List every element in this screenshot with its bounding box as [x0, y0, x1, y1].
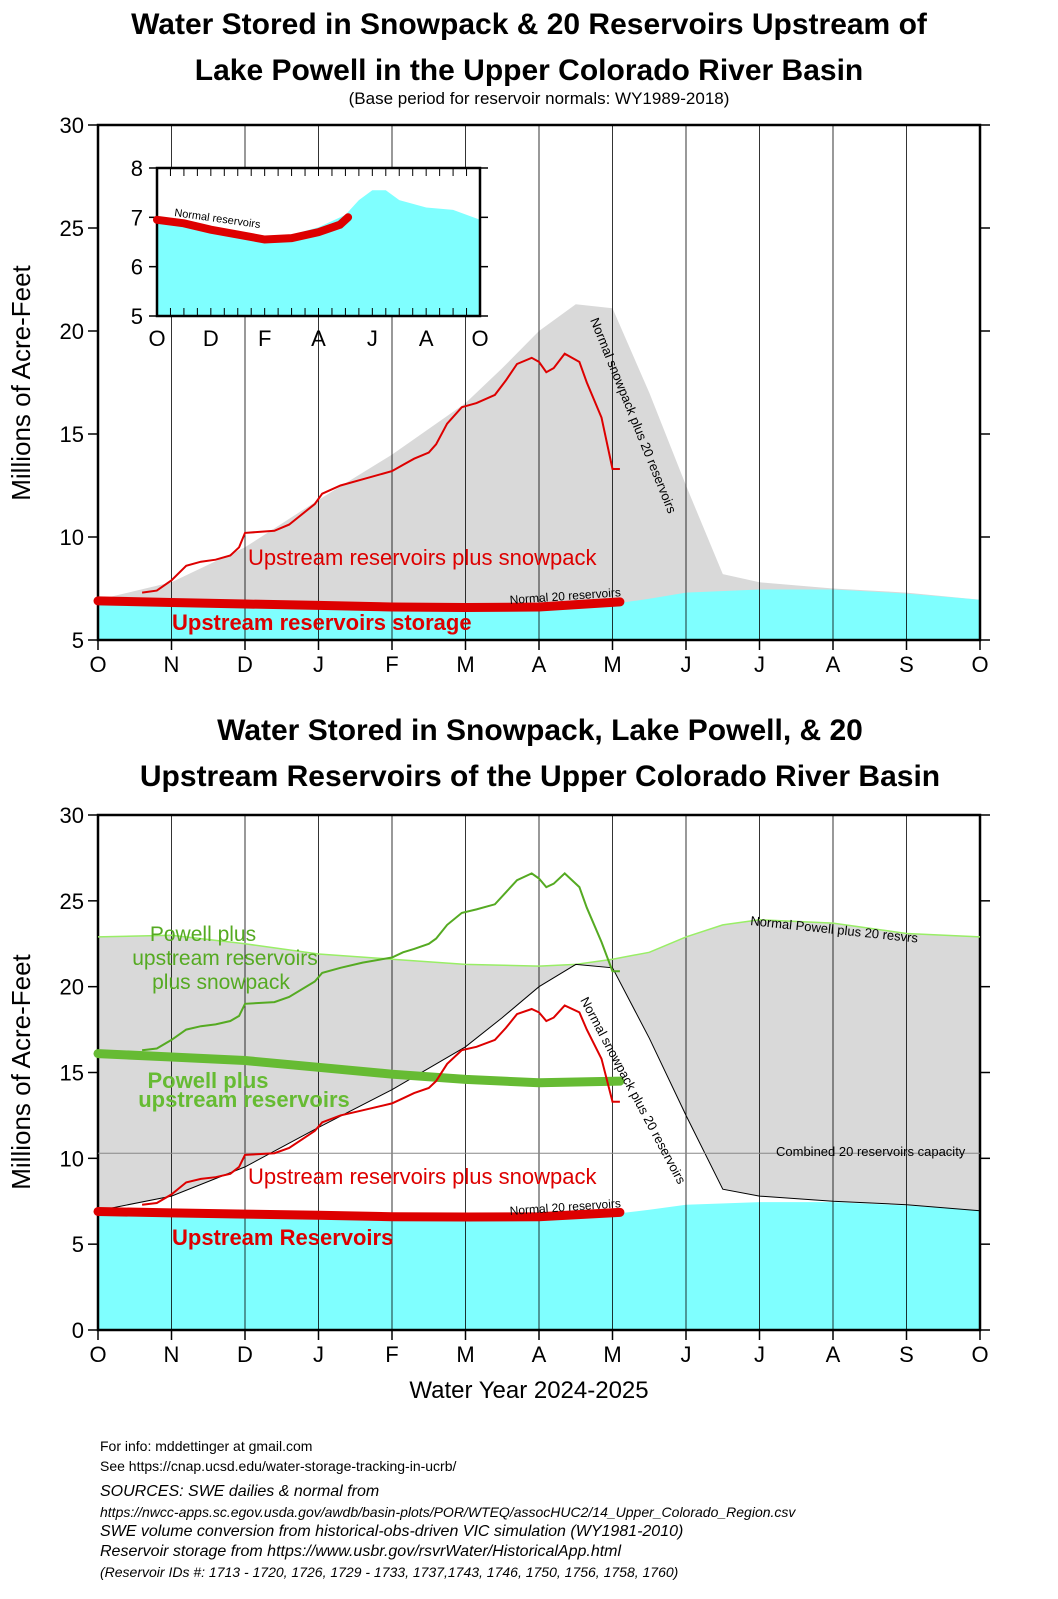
normal-powell-outline: [97, 918, 981, 967]
y-tick-label: 15: [60, 1061, 84, 1086]
annotation-powell-plus-snowpack-3: plus snowpack: [152, 971, 290, 994]
chart-2-x-axis-label: Water Year 2024-2025: [409, 1377, 648, 1404]
x-tick-label: J: [754, 1342, 765, 1367]
inset-x-tick-label: J: [367, 326, 378, 351]
annotation-powell-plus-reservoirs-2: upstream reservoirs: [138, 1087, 350, 1112]
x-tick-label: O: [89, 1342, 106, 1367]
footer-swe-url: https://nwcc-apps.sc.egov.usda.gov/awdb/…: [100, 1504, 796, 1520]
inset-y-tick-label: 5: [131, 304, 143, 329]
footer-reservoir-ids: (Reservoir IDs #: 1713 - 1720, 1726, 172…: [100, 1564, 679, 1580]
x-tick-label: J: [681, 1342, 692, 1367]
x-tick-label: A: [532, 652, 547, 677]
y-tick-label: 20: [60, 319, 84, 344]
y-tick-label: 15: [60, 422, 84, 447]
y-tick-label: 25: [60, 889, 84, 914]
x-tick-label: M: [456, 652, 474, 677]
footer-sources: SOURCES: SWE dailies & normal from: [100, 1483, 380, 1500]
reservoirs-storage-line: [93, 1207, 625, 1222]
x-tick-label: M: [603, 1342, 621, 1367]
inset-y-tick-label: 8: [131, 156, 143, 181]
inset-y-tick-label: 6: [131, 255, 143, 280]
footer-info: For info: mddettinger at gmail.com: [100, 1438, 313, 1454]
chart-2-title-line2: Upstream Reservoirs of the Upper Colorad…: [140, 760, 940, 793]
x-tick-label: M: [603, 652, 621, 677]
annotation-powell-plus-snowpack-2: upstream reservoirs: [132, 947, 318, 970]
x-tick-label: F: [385, 1342, 398, 1367]
y-tick-label: 5: [72, 628, 84, 653]
inset-x-tick-label: D: [203, 326, 219, 351]
annotation-powell-plus-reservoirs-1: Powell plus: [147, 1068, 268, 1093]
chart-1: Water Stored in Snowpack & 20 Reservoirs…: [6, 8, 990, 677]
chart-2: Water Stored in Snowpack, Lake Powell, &…: [6, 714, 990, 1404]
footer-reservoir-source: Reservoir storage from https://www.usbr.…: [100, 1543, 622, 1560]
annotation-reservoirs-plus-snowpack: Upstream reservoirs plus snowpack: [248, 545, 597, 570]
x-tick-label: J: [313, 1342, 324, 1367]
y-tick-label: 10: [60, 1146, 84, 1171]
reservoirs-storage-line: [93, 596, 625, 613]
chart-1-y-axis-label: Millions of Acre-Feet: [6, 264, 36, 500]
chart-1-title: Water Stored in Snowpack & 20 Reservoirs…: [131, 8, 928, 41]
x-tick-label: J: [754, 652, 765, 677]
inset-x-tick-label: A: [311, 326, 326, 351]
x-tick-label: S: [899, 1342, 914, 1367]
y-tick-label: 10: [60, 525, 84, 550]
x-tick-label: J: [681, 652, 692, 677]
footer-swe-conversion: SWE volume conversion from historical-ob…: [100, 1523, 684, 1540]
y-tick-label: 0: [72, 1318, 84, 1343]
normal-snowpack-outline: [97, 963, 981, 1212]
x-tick-label: D: [237, 1342, 253, 1367]
x-tick-label: F: [385, 652, 398, 677]
x-tick-label: O: [89, 652, 106, 677]
x-tick-label: A: [532, 1342, 547, 1367]
y-tick-label: 20: [60, 975, 84, 1000]
chart-1-title-line2: Lake Powell in the Upper Colorado River …: [195, 54, 863, 87]
footer-see: See https://cnap.ucsd.edu/water-storage-…: [100, 1458, 457, 1474]
footer: For info: mddettinger at gmail.com See h…: [100, 1436, 1050, 1582]
chart-2-title: Water Stored in Snowpack, Lake Powell, &…: [217, 714, 863, 747]
x-tick-label: N: [164, 1342, 180, 1367]
annotation-powell-plus-snowpack-1: Powell plus: [150, 923, 256, 946]
x-tick-label: S: [899, 652, 914, 677]
inset-x-tick-label: A: [419, 326, 434, 351]
reservoirs-plus-snowpack-line: [141, 1004, 620, 1206]
y-tick-label: 30: [60, 113, 84, 138]
x-tick-label: D: [237, 652, 253, 677]
y-tick-label: 30: [60, 803, 84, 828]
x-tick-label: N: [164, 652, 180, 677]
inset-frame: [155, 166, 482, 318]
annotation-reservoirs-storage: Upstream reservoirs storage: [172, 610, 472, 635]
x-tick-label: O: [971, 652, 988, 677]
chart-2-y-axis-label: Millions of Acre-Feet: [6, 953, 36, 1189]
inset-normal-area: [157, 190, 480, 316]
x-tick-label: O: [971, 1342, 988, 1367]
x-tick-label: M: [456, 1342, 474, 1367]
x-tick-label: A: [826, 652, 841, 677]
y-tick-label: 25: [60, 216, 84, 241]
annotation-reservoirs-plus-snowpack: Upstream reservoirs plus snowpack: [248, 1164, 597, 1189]
inset-x-tick-label: O: [148, 326, 165, 351]
inset-x-tick-label: F: [258, 326, 271, 351]
x-tick-label: J: [313, 652, 324, 677]
annotation-upstream-reservoirs: Upstream Reservoirs: [172, 1225, 393, 1250]
reservoirs-plus-snowpack-line: [141, 352, 620, 594]
y-tick-label: 5: [72, 1232, 84, 1257]
inset-storage-line: [153, 213, 353, 244]
chart-1-subtitle: (Base period for reservoir normals: WY19…: [349, 89, 730, 108]
inset-y-tick-label: 7: [131, 205, 143, 230]
inset-x-tick-label: O: [471, 326, 488, 351]
x-tick-label: A: [826, 1342, 841, 1367]
annotation-capacity: Combined 20 reservoirs capacity: [776, 1144, 966, 1159]
powell-plus-reservoirs-line: [93, 1049, 625, 1088]
charts-canvas: Water Stored in Snowpack & 20 Reservoirs…: [6, 8, 990, 1404]
powell-plus-snowpack-line: [141, 872, 620, 1052]
